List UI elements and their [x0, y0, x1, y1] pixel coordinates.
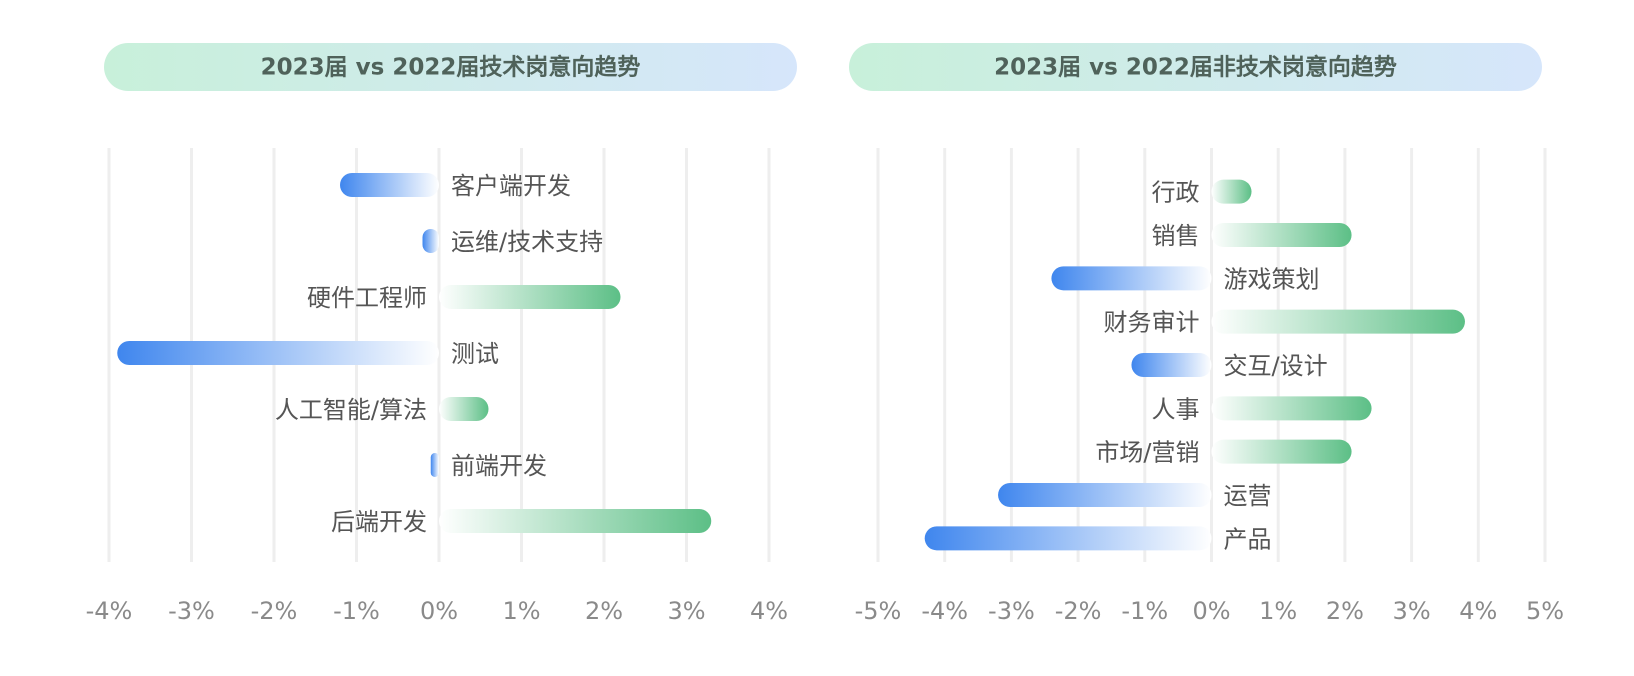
x-tick-label: -3% — [168, 597, 215, 625]
bar — [1051, 266, 1212, 291]
x-tick-label: 4% — [750, 597, 788, 625]
category-label: 人工智能/算法 — [275, 396, 427, 424]
x-tick-label: 1% — [502, 597, 540, 625]
x-tick-label: -2% — [251, 597, 298, 625]
bar — [439, 285, 621, 309]
x-tick-label: 0% — [1192, 597, 1230, 625]
bar — [117, 341, 439, 365]
category-label: 市场/营销 — [1095, 439, 1199, 467]
x-tick-label: 0% — [420, 597, 458, 625]
bar — [1211, 309, 1465, 334]
bar — [1211, 179, 1252, 204]
category-label: 测试 — [451, 340, 499, 368]
bar — [924, 526, 1212, 551]
bar — [1211, 223, 1352, 247]
bar — [439, 397, 489, 421]
category-label: 运营 — [1224, 482, 1272, 510]
x-tick-label: -5% — [855, 597, 902, 625]
chart-title: 2023届 vs 2022届技术岗意向趋势 — [261, 54, 641, 81]
bar — [998, 483, 1212, 507]
category-label: 客户端开发 — [451, 172, 571, 200]
bar — [1131, 353, 1212, 377]
category-label: 人事 — [1152, 395, 1200, 423]
category-label: 销售 — [1152, 222, 1200, 250]
category-label: 行政 — [1152, 179, 1200, 207]
category-label: 硬件工程师 — [307, 284, 427, 312]
bar — [340, 173, 439, 197]
x-tick-label: 2% — [1326, 597, 1364, 625]
x-tick-label: 3% — [1393, 597, 1431, 625]
bar — [1211, 439, 1352, 464]
bar — [430, 453, 439, 477]
bar — [422, 229, 439, 253]
category-label: 游戏策划 — [1224, 265, 1320, 293]
category-label: 交互/设计 — [1224, 352, 1328, 380]
category-label: 后端开发 — [331, 508, 427, 536]
category-label: 产品 — [1224, 525, 1272, 553]
x-tick-label: 1% — [1259, 597, 1297, 625]
x-tick-label: 4% — [1459, 597, 1497, 625]
bar — [439, 509, 712, 533]
category-label: 前端开发 — [451, 452, 547, 480]
x-tick-label: 3% — [667, 597, 705, 625]
x-tick-label: -4% — [86, 597, 133, 625]
x-tick-label: 5% — [1526, 597, 1564, 625]
x-tick-label: -3% — [988, 597, 1035, 625]
bar — [1211, 396, 1372, 421]
x-tick-label: -1% — [333, 597, 380, 625]
x-tick-label: -4% — [921, 597, 968, 625]
category-label: 财务审计 — [1104, 309, 1200, 337]
chart-title: 2023届 vs 2022届非技术岗意向趋势 — [994, 54, 1397, 81]
category-label: 运维/技术支持 — [451, 228, 603, 256]
x-tick-label: -1% — [1121, 597, 1168, 625]
x-tick-label: -2% — [1055, 597, 1102, 625]
title-pill — [104, 43, 797, 91]
title-pill — [849, 43, 1542, 91]
x-tick-label: 2% — [585, 597, 623, 625]
